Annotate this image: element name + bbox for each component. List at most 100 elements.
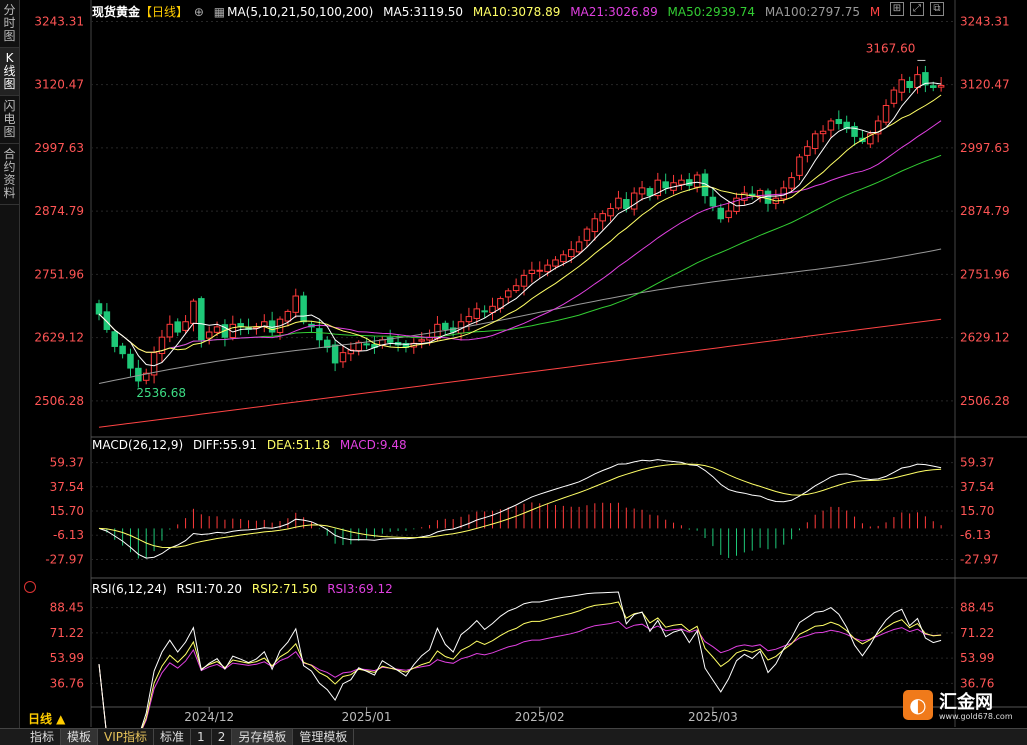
price-tick-left: 2629.12 (34, 331, 84, 345)
candle-body (630, 192, 638, 210)
candle-body (788, 177, 795, 189)
tab-manage-template[interactable]: 管理模板 (293, 729, 355, 745)
macd-dea-line (98, 463, 942, 549)
candle-body (316, 328, 323, 341)
rsi-tick-right: 71.22 (960, 626, 994, 640)
candle-body (465, 316, 473, 323)
macd-params: MACD(26,12,9) (92, 438, 184, 452)
tab-kline[interactable]: K线图 (0, 48, 19, 96)
price-tick-right: 2874.79 (960, 204, 1010, 218)
candle-body (300, 295, 307, 323)
candle-body (646, 188, 654, 197)
candle-body (937, 84, 945, 88)
tab-flash[interactable]: 闪电图 (0, 96, 19, 144)
candle-body (127, 353, 134, 369)
candle-body (615, 197, 622, 209)
tab-one[interactable]: 1 (191, 729, 212, 745)
ma50-value: MA50:2939.74 (667, 5, 756, 19)
period-selector-button[interactable]: 日线 ▲ (28, 712, 66, 726)
grid-view-icon[interactable]: ⊞ (890, 2, 904, 16)
price-tick-left: 2751.96 (34, 267, 84, 281)
tab-time-share[interactable]: 分时图 (0, 0, 19, 48)
candle-body (725, 210, 732, 219)
candle-body (339, 352, 347, 363)
tab-contract-info[interactable]: 合约资料 (0, 144, 19, 205)
candle-body (190, 300, 197, 324)
candle-body (166, 323, 174, 338)
annotation-high: 3167.60 (866, 41, 916, 55)
candle-body (268, 320, 276, 333)
logo-name: 汇金网 (939, 692, 993, 713)
candle-body (693, 174, 701, 188)
candle-body (481, 310, 488, 313)
macd-dea: DEA:51.18 (266, 438, 331, 452)
tab-two[interactable]: 2 (212, 729, 233, 745)
tab-template[interactable]: 模板 (61, 729, 99, 745)
candle-body (796, 156, 803, 176)
candle-body (119, 345, 126, 355)
candle-body (528, 269, 536, 274)
restore-icon[interactable]: ⧉ (930, 2, 944, 16)
macd-tick-right: 37.54 (960, 480, 994, 494)
candle-body (764, 190, 772, 204)
rsi1-line (98, 591, 942, 738)
tab-save-template[interactable]: 另存模板 (232, 729, 294, 745)
macd-tick-left: 37.54 (50, 480, 84, 494)
candle-body (567, 249, 575, 258)
period-label: 【日线】 (140, 5, 189, 19)
candle-body (654, 179, 662, 197)
macd-tick-left: 59.37 (50, 456, 84, 470)
candle-body (355, 341, 362, 351)
ma10-value: MA10:3078.89 (472, 5, 561, 19)
settings-circle-icon[interactable]: ⊕ (193, 5, 204, 19)
candle-body (560, 254, 567, 263)
candle-body (386, 337, 394, 343)
time-tick-label: 2024/12 (184, 710, 234, 724)
macd-tick-left: -6.13 (53, 528, 84, 542)
candle-body (205, 331, 213, 339)
candle-body (906, 80, 913, 89)
candle-body (914, 74, 921, 89)
tab-vip-indicator[interactable]: VIP指标 (98, 729, 155, 745)
candle-body (662, 181, 669, 189)
ma10-line (98, 94, 942, 353)
candle-body (552, 259, 559, 267)
macd-value: MACD:9.48 (339, 438, 407, 452)
tab-indicator[interactable]: 指标 (24, 729, 62, 745)
candle-body (363, 343, 370, 346)
rsi-legend: RSI(6,12,24) RSI1:70.20 RSI2:71.50 RSI3:… (92, 582, 399, 596)
candle-body (520, 274, 528, 287)
candle-body (95, 303, 103, 315)
candle-body (111, 331, 118, 347)
macd-tick-left: -27.97 (45, 552, 84, 566)
rsi-record-icon[interactable] (24, 581, 36, 593)
candle-body (678, 179, 685, 185)
candle-body (284, 310, 292, 322)
tab-standard[interactable]: 标准 (154, 729, 192, 745)
price-tick-left: 3120.47 (34, 78, 84, 92)
candle-body (741, 192, 748, 201)
macd-tick-right: 15.70 (960, 504, 994, 518)
candle-body (835, 119, 843, 125)
rsi2-line (98, 601, 942, 738)
ma5-value: MA5:3119.50 (383, 5, 464, 19)
ma5-line (98, 82, 942, 367)
macd-legend: MACD(26,12,9) DIFF:55.91 DEA:51.18 MACD:… (92, 438, 413, 452)
candle-body (158, 336, 166, 355)
candle-body (198, 298, 205, 341)
expand-icon[interactable]: ⤢ (910, 2, 924, 16)
sidebar: 分时图 K线图 闪电图 合约资料 (0, 0, 20, 728)
ma-settings-icon[interactable]: ▦ (213, 5, 226, 19)
candle-body (418, 339, 425, 342)
candle-body (717, 207, 725, 220)
candle-body (623, 199, 630, 209)
logo: ◐ 汇金网 www.gold678.com (903, 688, 1021, 724)
ma21-value: MA21:3026.89 (570, 5, 658, 19)
candle-body (827, 120, 835, 131)
time-tick-label: 2025/03 (688, 710, 738, 724)
annotation-low: 2536.68 (136, 386, 186, 400)
candle-body (591, 218, 599, 233)
candle-body (638, 187, 646, 195)
ma-more: M (869, 5, 881, 19)
